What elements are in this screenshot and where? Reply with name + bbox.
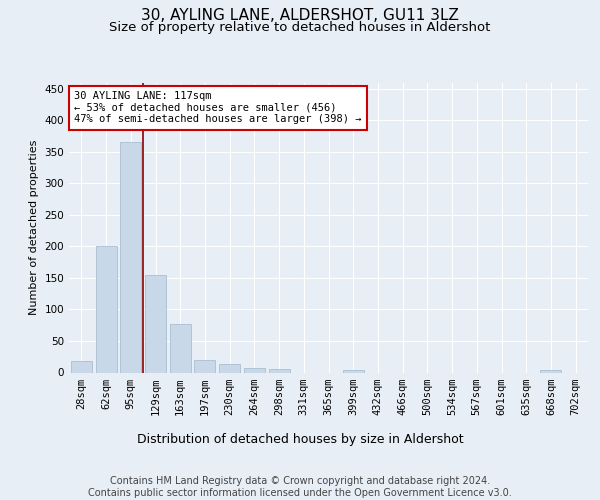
Bar: [120, 142, 141, 372]
Text: Contains HM Land Registry data © Crown copyright and database right 2024.
Contai: Contains HM Land Registry data © Crown c…: [88, 476, 512, 498]
Text: 30, AYLING LANE, ALDERSHOT, GU11 3LZ: 30, AYLING LANE, ALDERSHOT, GU11 3LZ: [141, 8, 459, 22]
Bar: [145, 275, 166, 372]
Bar: [194, 360, 215, 372]
Bar: [95, 246, 116, 372]
Bar: [269, 370, 290, 372]
Text: Distribution of detached houses by size in Aldershot: Distribution of detached houses by size …: [137, 432, 463, 446]
Bar: [343, 370, 364, 372]
Text: Size of property relative to detached houses in Aldershot: Size of property relative to detached ho…: [109, 21, 491, 34]
Bar: [71, 361, 92, 372]
Bar: [541, 370, 562, 372]
Bar: [244, 368, 265, 372]
Bar: [170, 324, 191, 372]
Y-axis label: Number of detached properties: Number of detached properties: [29, 140, 39, 315]
Bar: [219, 364, 240, 372]
Text: 30 AYLING LANE: 117sqm
← 53% of detached houses are smaller (456)
47% of semi-de: 30 AYLING LANE: 117sqm ← 53% of detached…: [74, 91, 362, 124]
